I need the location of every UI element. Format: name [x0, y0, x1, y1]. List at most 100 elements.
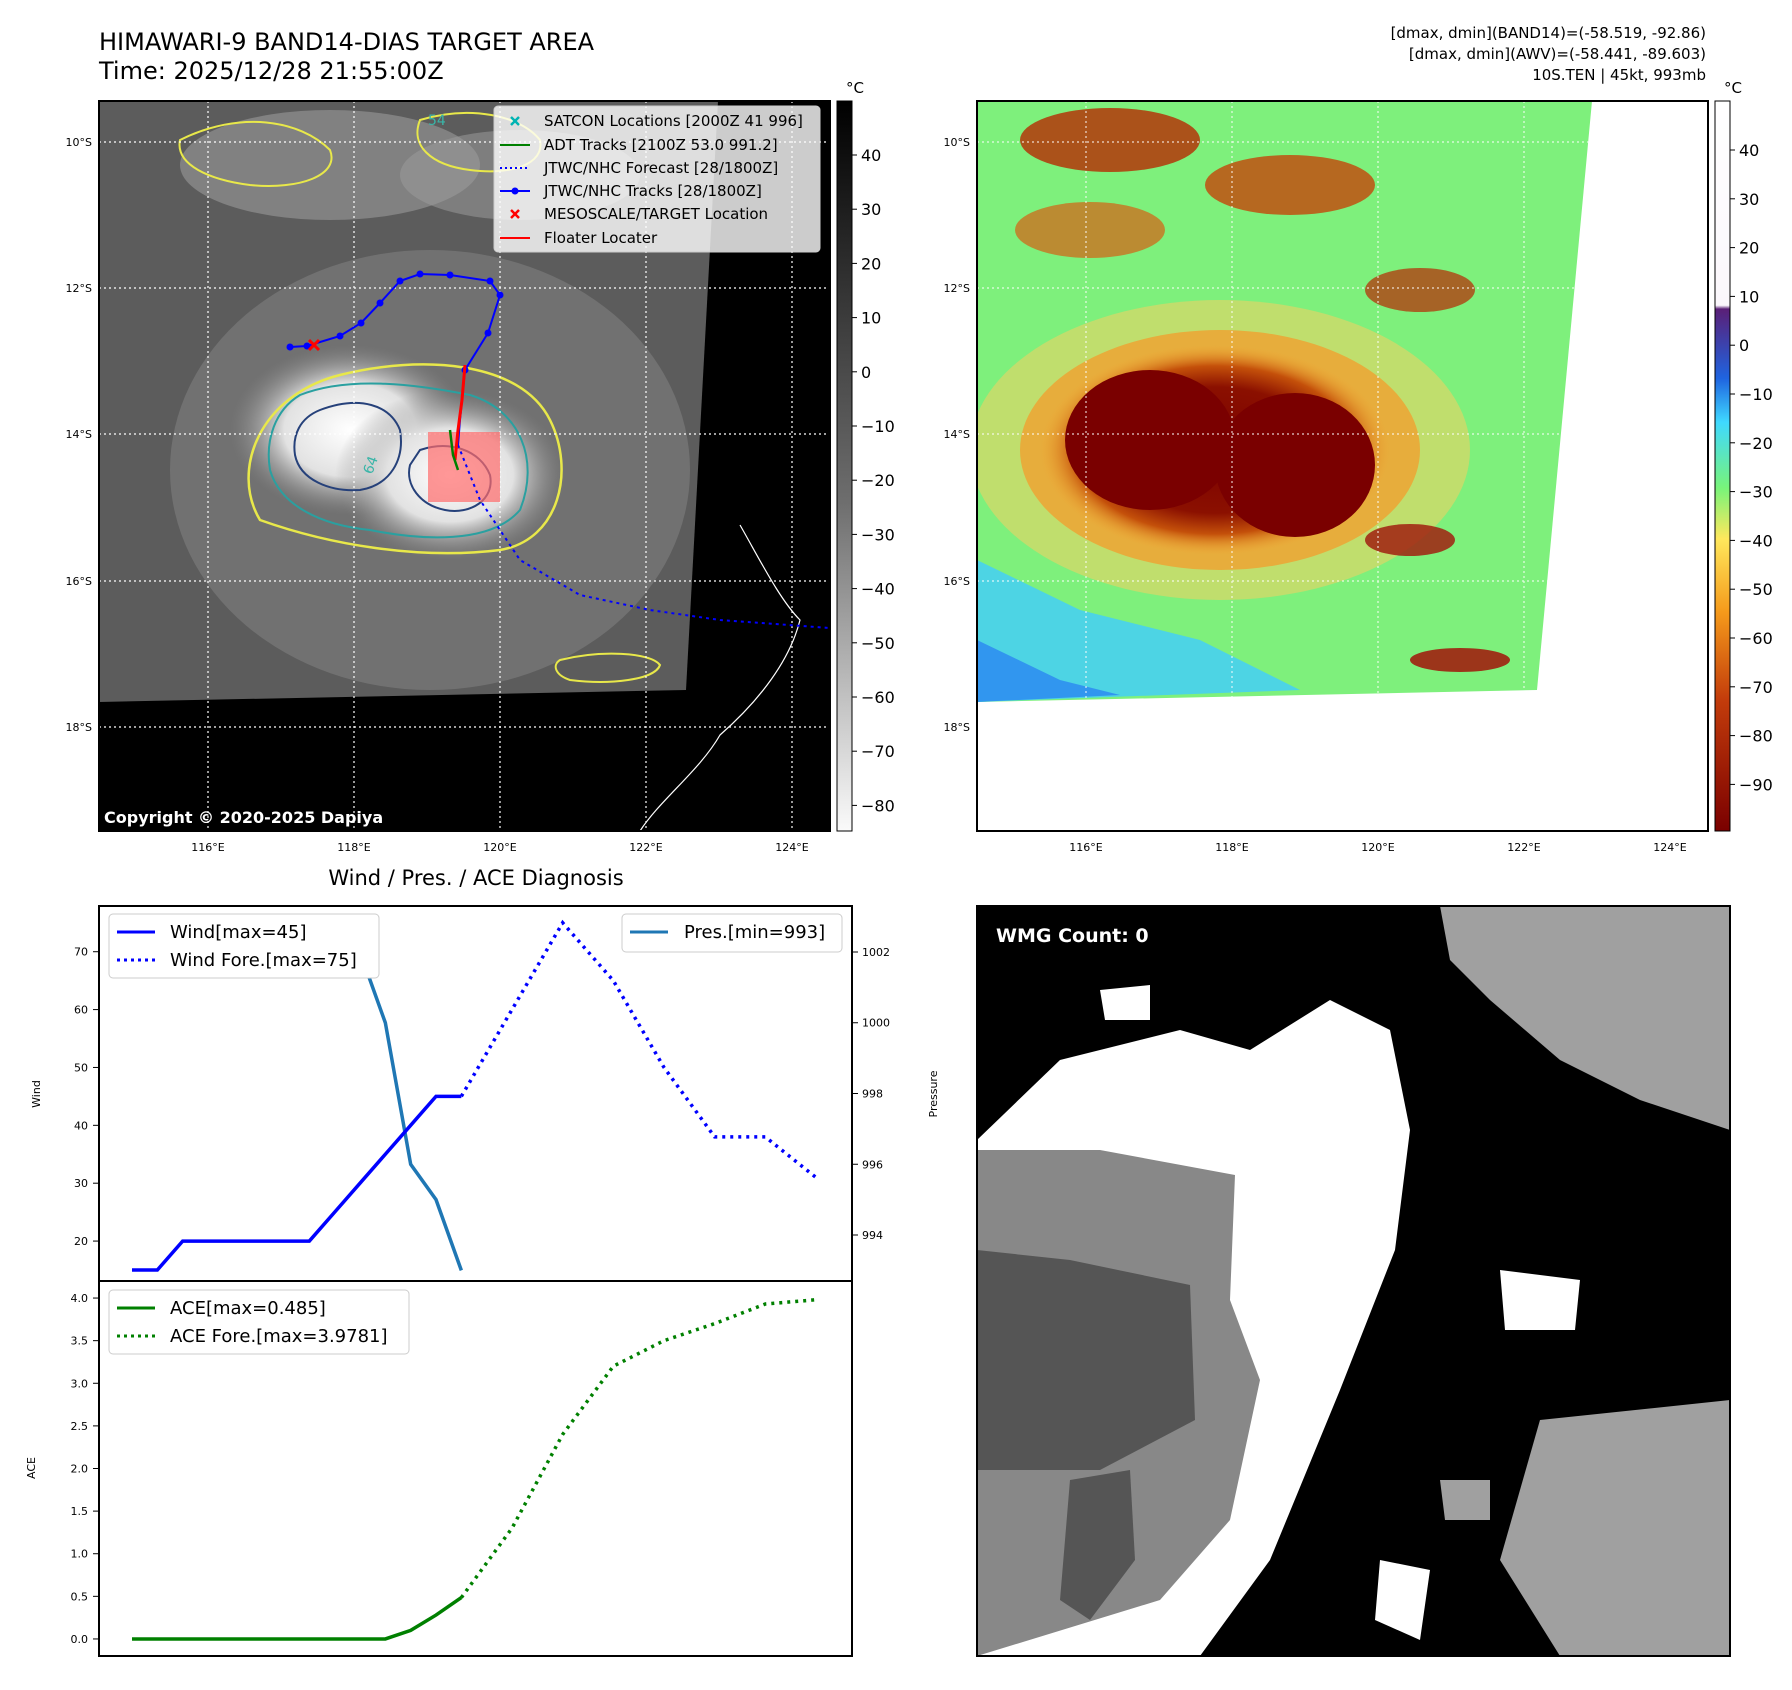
lon-tick: 118°E — [1215, 841, 1248, 854]
cbar1-tick-label: −10 — [861, 417, 895, 436]
y-tick-label: 1.0 — [71, 1548, 89, 1561]
cbar2-tick-label: 20 — [1739, 239, 1759, 258]
lon-tick: 122°E — [1507, 841, 1540, 854]
lat-tick: 18°S — [944, 721, 970, 734]
y-tick-label: 2.5 — [71, 1420, 89, 1433]
lon-tick: 120°E — [483, 841, 516, 854]
y-tick-label: 0.5 — [71, 1590, 89, 1603]
cbar2-tick-label: −70 — [1739, 678, 1773, 697]
contour-label-64: 64 — [361, 454, 382, 476]
y-tick-label: 0.0 — [71, 1633, 89, 1646]
cbar1-tick-label: 40 — [861, 146, 881, 165]
wmg-count-label: WMG Count: 0 — [996, 925, 1149, 947]
pressure-axis-label: Pressure — [927, 1070, 940, 1117]
legend-jtwc-tracks: JTWC/NHC Tracks [28/1800Z] — [543, 182, 762, 200]
lat-tick: 12°S — [66, 282, 92, 295]
y2-tick-label: 994 — [862, 1229, 883, 1242]
contour-label-54: 54 — [428, 113, 446, 129]
lat-tick: 10°S — [944, 136, 970, 149]
legend-wind: Wind[max=45] — [170, 922, 307, 943]
lon-tick: 118°E — [337, 841, 370, 854]
cbar1-tick-label: −20 — [861, 471, 895, 490]
cbar2-tick-label: 0 — [1739, 336, 1749, 355]
y-tick-label: 20 — [74, 1235, 88, 1248]
lon-tick: 120°E — [1361, 841, 1394, 854]
lat-tick: 18°S — [66, 721, 92, 734]
pressure-legend: Pres.[min=993] — [621, 913, 843, 953]
cbar2-tick-label: −40 — [1739, 531, 1773, 550]
lat-tick: 12°S — [944, 282, 970, 295]
wind-line — [132, 1094, 462, 1272]
map2-lon-ticks: 116°E 118°E 120°E 122°E 124°E — [1069, 841, 1686, 854]
map1-lon-ticks: 116°E 118°E 120°E 122°E 124°E — [191, 841, 808, 854]
y2-tick-label: 998 — [862, 1088, 883, 1101]
y2-tick-label: 1000 — [862, 1017, 890, 1030]
ace-legend: ACE[max=0.485] ACE Fore.[max=3.9781] — [108, 1289, 410, 1355]
copyright: Copyright © 2020-2025 Dapiya — [104, 808, 383, 827]
cbar2-tick-label: 40 — [1739, 141, 1759, 160]
stats-band14: [dmax, dmin](BAND14)=(-58.519, -92.86) — [1391, 24, 1706, 42]
lon-tick: 116°E — [1069, 841, 1102, 854]
cbar1-tick-label: −70 — [861, 742, 895, 761]
y-tick-label: 3.0 — [71, 1377, 89, 1390]
y-tick-label: 2.0 — [71, 1463, 89, 1476]
cbar2-tick-label: 10 — [1739, 287, 1759, 306]
cbar2-tick-label: −80 — [1739, 727, 1773, 746]
ace-axis-label: ACE — [25, 1457, 38, 1479]
wind-axis-label: Wind — [30, 1080, 43, 1108]
legend-floater: Floater Locater — [544, 229, 658, 247]
legend-jtwc-forecast: JTWC/NHC Forecast [28/1800Z] — [543, 159, 778, 177]
diagnosis-title: Wind / Pres. / ACE Diagnosis — [328, 866, 623, 890]
lat-tick: 14°S — [66, 428, 92, 441]
map-enhanced-panel — [977, 101, 1708, 831]
cbar1-tick-label: −60 — [861, 688, 895, 707]
lon-tick: 124°E — [775, 841, 808, 854]
cbar1-tick-label: −30 — [861, 525, 895, 544]
cbar1-tick-label: 0 — [861, 363, 871, 382]
cbar1-tick-label: 10 — [861, 309, 881, 328]
stats-awv: [dmax, dmin](AWV)=(-58.441, -89.603) — [1409, 45, 1706, 63]
lat-tick: 10°S — [66, 136, 92, 149]
cbar1-tick-label: −40 — [861, 580, 895, 599]
y-tick-label: 40 — [74, 1119, 88, 1132]
stats-storm: 10S.TEN | 45kt, 993mb — [1532, 66, 1706, 84]
legend-pressure: Pres.[min=993] — [684, 922, 825, 943]
cbar1-tick-label: −80 — [861, 796, 895, 815]
map-legend: SATCON Locations [2000Z 41 996] ADT Trac… — [493, 105, 821, 253]
wind-forecast-line — [459, 919, 818, 1179]
legend-ace: ACE[max=0.485] — [170, 1298, 326, 1319]
y-tick-label: 3.5 — [71, 1335, 89, 1348]
lat-tick: 16°S — [66, 575, 92, 588]
figure-time: Time: 2025/12/28 21:55:00Z — [98, 57, 444, 85]
wmg-panel: WMG Count: 0 — [977, 906, 1730, 1656]
y-tick-label: 70 — [74, 946, 88, 959]
colorbar-enhanced: °C 40 30 20 10 0 −10 −20 −30 −40 −50 −60 −70 −80 −90 — [1714, 79, 1773, 832]
y-tick-label: 4.0 — [71, 1292, 89, 1305]
colorbar-unit: °C — [1724, 79, 1742, 97]
cbar2-tick-label: −10 — [1739, 385, 1773, 404]
lat-tick: 14°S — [944, 428, 970, 441]
y-tick-label: 50 — [74, 1061, 88, 1074]
y2-tick-label: 1002 — [862, 946, 890, 959]
legend-adt: ADT Tracks [2100Z 53.0 991.2] — [544, 136, 778, 154]
lat-tick: 16°S — [944, 575, 970, 588]
colorbar-grayscale: °C 40 30 20 10 0 −10 −20 −30 −40 −50 −60 −70 −80 — [836, 79, 895, 832]
map2-lat-ticks: 10°S 12°S 14°S 16°S 18°S — [944, 136, 970, 734]
legend-wind-fore: Wind Fore.[max=75] — [170, 950, 357, 971]
legend-mesoscale: MESOSCALE/TARGET Location — [544, 205, 768, 223]
legend-ace-fore: ACE Fore.[max=3.9781] — [170, 1326, 388, 1347]
cbar1-tick-label: 30 — [861, 200, 881, 219]
y-tick-label: 1.5 — [71, 1505, 89, 1518]
figure-title: HIMAWARI-9 BAND14-DIAS TARGET AREA — [99, 28, 595, 56]
cbar2-tick-label: 30 — [1739, 190, 1759, 209]
cbar2-tick-label: −30 — [1739, 483, 1773, 502]
ace-forecast-line — [459, 1298, 817, 1599]
cbar2-tick-label: −60 — [1739, 629, 1773, 648]
lon-tick: 122°E — [629, 841, 662, 854]
cbar2-tick-label: −50 — [1739, 580, 1773, 599]
colorbar-unit: °C — [846, 79, 864, 97]
y-tick-label: 60 — [74, 1004, 88, 1017]
legend-satcon: SATCON Locations [2000Z 41 996] — [544, 112, 803, 130]
cbar1-tick-label: 20 — [861, 254, 881, 273]
